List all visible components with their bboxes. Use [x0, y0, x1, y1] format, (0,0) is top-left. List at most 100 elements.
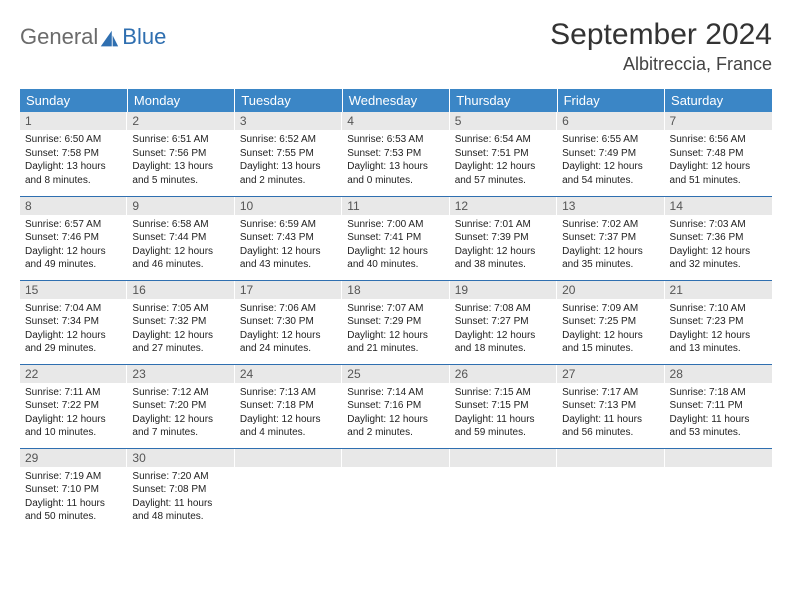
day-details: Sunrise: 7:01 AMSunset: 7:39 PMDaylight:… — [450, 215, 557, 276]
day-number-empty — [557, 449, 664, 467]
weekday-header: Monday — [127, 89, 234, 112]
calendar-cell: 8Sunrise: 6:57 AMSunset: 7:46 PMDaylight… — [20, 196, 127, 280]
day-number: 12 — [450, 197, 557, 215]
calendar-cell — [557, 448, 664, 532]
calendar-cell: 30Sunrise: 7:20 AMSunset: 7:08 PMDayligh… — [127, 448, 234, 532]
calendar-cell: 4Sunrise: 6:53 AMSunset: 7:53 PMDaylight… — [342, 112, 449, 196]
day-number-empty — [450, 449, 557, 467]
calendar-cell: 5Sunrise: 6:54 AMSunset: 7:51 PMDaylight… — [450, 112, 557, 196]
day-details: Sunrise: 7:07 AMSunset: 7:29 PMDaylight:… — [342, 299, 449, 360]
calendar-body: 1Sunrise: 6:50 AMSunset: 7:58 PMDaylight… — [20, 112, 772, 532]
day-number-empty — [342, 449, 449, 467]
day-number: 9 — [127, 197, 234, 215]
day-number-empty — [235, 449, 342, 467]
logo-text-blue: Blue — [122, 24, 166, 50]
calendar-cell: 20Sunrise: 7:09 AMSunset: 7:25 PMDayligh… — [557, 280, 664, 364]
calendar-cell: 1Sunrise: 6:50 AMSunset: 7:58 PMDaylight… — [20, 112, 127, 196]
day-details: Sunrise: 7:02 AMSunset: 7:37 PMDaylight:… — [557, 215, 664, 276]
calendar-cell: 22Sunrise: 7:11 AMSunset: 7:22 PMDayligh… — [20, 364, 127, 448]
calendar-cell: 6Sunrise: 6:55 AMSunset: 7:49 PMDaylight… — [557, 112, 664, 196]
calendar-cell: 3Sunrise: 6:52 AMSunset: 7:55 PMDaylight… — [235, 112, 342, 196]
day-number: 15 — [20, 281, 127, 299]
weekday-header: Sunday — [20, 89, 127, 112]
day-number: 26 — [450, 365, 557, 383]
calendar-cell: 24Sunrise: 7:13 AMSunset: 7:18 PMDayligh… — [235, 364, 342, 448]
day-details: Sunrise: 6:52 AMSunset: 7:55 PMDaylight:… — [235, 130, 342, 191]
day-details: Sunrise: 7:18 AMSunset: 7:11 PMDaylight:… — [665, 383, 772, 444]
weekday-header: Wednesday — [342, 89, 449, 112]
day-details: Sunrise: 7:09 AMSunset: 7:25 PMDaylight:… — [557, 299, 664, 360]
day-number: 28 — [665, 365, 772, 383]
calendar-cell: 13Sunrise: 7:02 AMSunset: 7:37 PMDayligh… — [557, 196, 664, 280]
day-number: 19 — [450, 281, 557, 299]
day-number: 5 — [450, 112, 557, 130]
calendar-head: SundayMondayTuesdayWednesdayThursdayFrid… — [20, 89, 772, 112]
calendar-cell: 26Sunrise: 7:15 AMSunset: 7:15 PMDayligh… — [450, 364, 557, 448]
day-number: 16 — [127, 281, 234, 299]
day-details: Sunrise: 6:59 AMSunset: 7:43 PMDaylight:… — [235, 215, 342, 276]
day-number: 14 — [665, 197, 772, 215]
logo: General Blue — [20, 24, 166, 50]
calendar-cell: 12Sunrise: 7:01 AMSunset: 7:39 PMDayligh… — [450, 196, 557, 280]
day-details: Sunrise: 7:00 AMSunset: 7:41 PMDaylight:… — [342, 215, 449, 276]
day-number: 20 — [557, 281, 664, 299]
calendar-cell: 2Sunrise: 6:51 AMSunset: 7:56 PMDaylight… — [127, 112, 234, 196]
day-details: Sunrise: 7:12 AMSunset: 7:20 PMDaylight:… — [127, 383, 234, 444]
day-number: 29 — [20, 449, 127, 467]
calendar-cell: 23Sunrise: 7:12 AMSunset: 7:20 PMDayligh… — [127, 364, 234, 448]
day-details: Sunrise: 6:54 AMSunset: 7:51 PMDaylight:… — [450, 130, 557, 191]
calendar-table: SundayMondayTuesdayWednesdayThursdayFrid… — [20, 89, 772, 532]
title-block: September 2024 Albitreccia, France — [550, 18, 772, 75]
header: General Blue September 2024 Albitreccia,… — [20, 18, 772, 75]
day-number: 2 — [127, 112, 234, 130]
day-number: 24 — [235, 365, 342, 383]
calendar-cell: 18Sunrise: 7:07 AMSunset: 7:29 PMDayligh… — [342, 280, 449, 364]
day-details: Sunrise: 6:56 AMSunset: 7:48 PMDaylight:… — [665, 130, 772, 191]
day-details: Sunrise: 7:05 AMSunset: 7:32 PMDaylight:… — [127, 299, 234, 360]
weekday-header: Friday — [557, 89, 664, 112]
calendar-cell — [342, 448, 449, 532]
location: Albitreccia, France — [550, 54, 772, 75]
day-number: 30 — [127, 449, 234, 467]
day-details: Sunrise: 6:50 AMSunset: 7:58 PMDaylight:… — [20, 130, 127, 191]
calendar-cell: 17Sunrise: 7:06 AMSunset: 7:30 PMDayligh… — [235, 280, 342, 364]
calendar-cell: 7Sunrise: 6:56 AMSunset: 7:48 PMDaylight… — [665, 112, 772, 196]
calendar-cell — [665, 448, 772, 532]
logo-sail-icon — [98, 28, 120, 50]
day-number: 4 — [342, 112, 449, 130]
day-details: Sunrise: 7:19 AMSunset: 7:10 PMDaylight:… — [20, 467, 127, 528]
day-details: Sunrise: 7:06 AMSunset: 7:30 PMDaylight:… — [235, 299, 342, 360]
day-number-empty — [665, 449, 772, 467]
calendar-cell: 15Sunrise: 7:04 AMSunset: 7:34 PMDayligh… — [20, 280, 127, 364]
day-number: 3 — [235, 112, 342, 130]
day-number: 25 — [342, 365, 449, 383]
calendar-cell: 19Sunrise: 7:08 AMSunset: 7:27 PMDayligh… — [450, 280, 557, 364]
calendar-cell: 14Sunrise: 7:03 AMSunset: 7:36 PMDayligh… — [665, 196, 772, 280]
day-details: Sunrise: 6:55 AMSunset: 7:49 PMDaylight:… — [557, 130, 664, 191]
weekday-header: Thursday — [450, 89, 557, 112]
logo-text-general: General — [20, 24, 98, 50]
day-details: Sunrise: 7:03 AMSunset: 7:36 PMDaylight:… — [665, 215, 772, 276]
calendar-cell — [235, 448, 342, 532]
calendar-cell: 9Sunrise: 6:58 AMSunset: 7:44 PMDaylight… — [127, 196, 234, 280]
day-number: 18 — [342, 281, 449, 299]
day-number: 11 — [342, 197, 449, 215]
day-number: 21 — [665, 281, 772, 299]
calendar-cell: 16Sunrise: 7:05 AMSunset: 7:32 PMDayligh… — [127, 280, 234, 364]
day-number: 1 — [20, 112, 127, 130]
day-number: 17 — [235, 281, 342, 299]
calendar-cell: 21Sunrise: 7:10 AMSunset: 7:23 PMDayligh… — [665, 280, 772, 364]
day-details: Sunrise: 7:15 AMSunset: 7:15 PMDaylight:… — [450, 383, 557, 444]
day-number: 23 — [127, 365, 234, 383]
day-details: Sunrise: 6:53 AMSunset: 7:53 PMDaylight:… — [342, 130, 449, 191]
day-details: Sunrise: 6:51 AMSunset: 7:56 PMDaylight:… — [127, 130, 234, 191]
day-number: 27 — [557, 365, 664, 383]
weekday-header: Tuesday — [235, 89, 342, 112]
day-details: Sunrise: 6:57 AMSunset: 7:46 PMDaylight:… — [20, 215, 127, 276]
day-number: 10 — [235, 197, 342, 215]
calendar-cell: 27Sunrise: 7:17 AMSunset: 7:13 PMDayligh… — [557, 364, 664, 448]
calendar-cell: 25Sunrise: 7:14 AMSunset: 7:16 PMDayligh… — [342, 364, 449, 448]
calendar-cell: 29Sunrise: 7:19 AMSunset: 7:10 PMDayligh… — [20, 448, 127, 532]
day-details: Sunrise: 7:14 AMSunset: 7:16 PMDaylight:… — [342, 383, 449, 444]
day-details: Sunrise: 7:11 AMSunset: 7:22 PMDaylight:… — [20, 383, 127, 444]
